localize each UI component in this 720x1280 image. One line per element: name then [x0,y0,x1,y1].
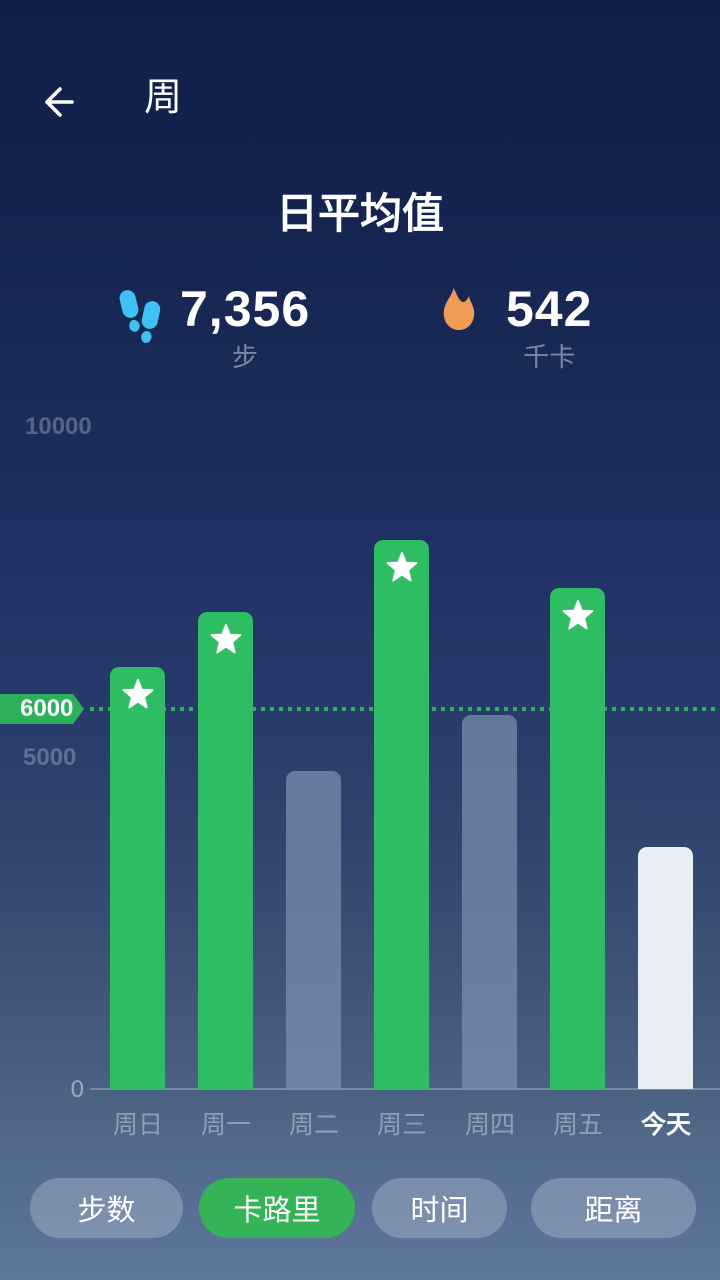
goal-star-icon [210,624,242,660]
steps-unit-label: 步 [232,342,259,372]
tab-steps[interactable]: 步数 [30,1178,183,1238]
goal-star-icon [386,552,418,588]
x-label-周三: 周三 [376,1111,427,1139]
bar-今天 [638,847,693,1089]
bar-周一 [198,612,253,1089]
calories-average-value: 542 [506,281,593,337]
bar-周三 [374,540,429,1089]
arrow-left-icon [36,87,76,126]
x-label-周一: 周一 [200,1111,251,1139]
x-axis-line [90,1088,720,1090]
tab-distance-label: 距离 [584,1195,643,1227]
steps-average-stat: 7,356 步 [114,283,310,370]
tab-calories[interactable]: 卡路里 [199,1178,355,1238]
tab-time[interactable]: 时间 [372,1178,507,1238]
goal-badge: 6000 [0,694,84,724]
bar-周日 [110,667,165,1089]
tab-calories-label: 卡路里 [233,1195,321,1227]
y-tick-10000: 10000 [25,413,92,440]
flame-icon [440,288,478,335]
y-tick-0: 0 [70,1076,84,1103]
bar-周二 [286,771,341,1089]
y-tick-5000: 5000 [23,744,77,771]
bar-周五 [550,588,605,1089]
x-label-今天: 今天 [640,1111,691,1139]
goal-star-icon [122,679,154,715]
x-label-周五: 周五 [552,1111,603,1139]
calories-average-stat: 542 千卡 [440,283,592,370]
tab-time-label: 时间 [410,1195,469,1227]
tab-steps-label: 步数 [77,1195,136,1227]
back-button[interactable] [36,82,76,122]
tab-distance[interactable]: 距离 [531,1178,696,1238]
x-label-周四: 周四 [464,1111,515,1139]
goal-star-icon [562,600,594,636]
calories-unit-label: 千卡 [523,342,576,372]
steps-average-value: 7,356 [180,281,311,337]
footsteps-icon [114,288,166,351]
x-label-周日: 周日 [112,1111,163,1139]
page-title: 周 [144,77,183,119]
x-label-周二: 周二 [288,1111,339,1139]
bar-周四 [462,715,517,1089]
section-title: 日平均值 [275,190,444,237]
